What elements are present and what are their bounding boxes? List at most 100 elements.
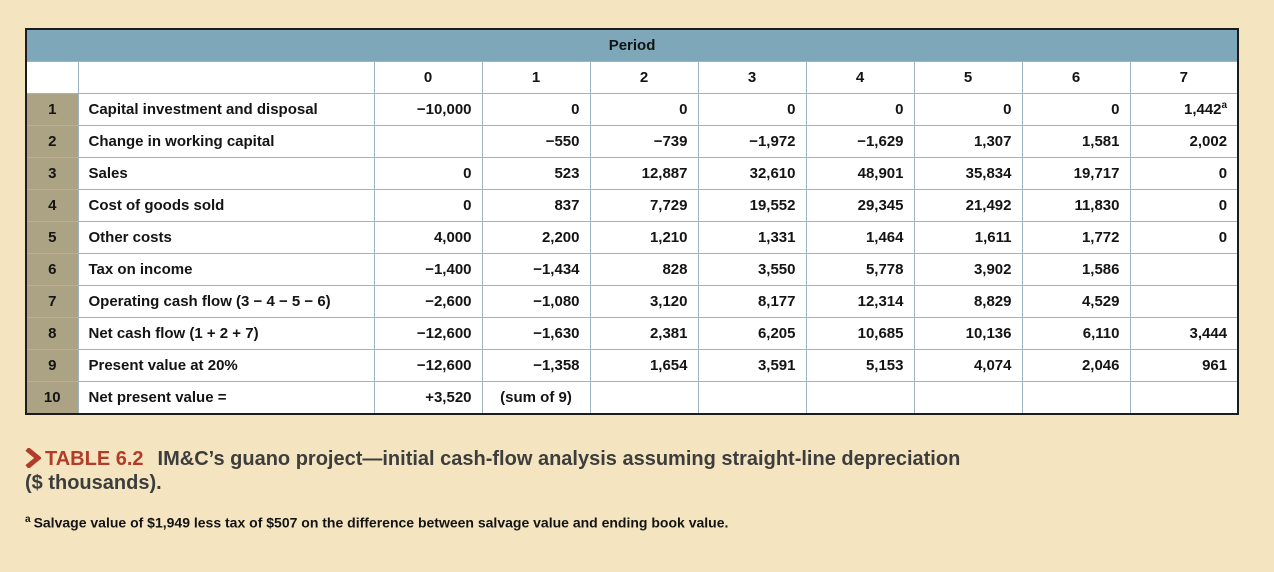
table-cell: 2,002	[1129, 125, 1239, 158]
table-cell: 0	[481, 93, 591, 126]
table-cell: 32,610	[697, 157, 807, 190]
table-cell: −12,600	[373, 349, 483, 382]
table-cell: 0	[1021, 93, 1131, 126]
row-label: Cost of goods sold	[77, 189, 375, 222]
table-row: 1 Capital investment and disposal −10,00…	[25, 93, 1239, 126]
table-cell: 2,046	[1021, 349, 1131, 382]
table-cell: −12,600	[373, 317, 483, 350]
footnote-marker: a	[25, 514, 31, 525]
row-label: Capital investment and disposal	[77, 93, 375, 126]
table-cell: 837	[481, 189, 591, 222]
table-cell: 5,153	[805, 349, 915, 382]
caption-line2: ($ thousands).	[25, 472, 162, 494]
table-cell: 961	[1129, 349, 1239, 382]
table-cell: 10,136	[913, 317, 1023, 350]
table-cell: 0	[373, 189, 483, 222]
table-cell: (sum of 9)	[481, 381, 591, 415]
column-header-row: 0 1 2 3 4 5 6 7	[25, 61, 1239, 94]
table-cell: 0	[589, 93, 699, 126]
table-cell: 35,834	[913, 157, 1023, 190]
table-cell	[805, 381, 915, 415]
row-number: 7	[25, 285, 79, 318]
table-cell: 6,110	[1021, 317, 1131, 350]
table-cell: −739	[589, 125, 699, 158]
table-cell: +3,520	[373, 381, 483, 415]
column-header: 5	[913, 61, 1023, 94]
table-cell: 8,177	[697, 285, 807, 318]
table-cell: 7,729	[589, 189, 699, 222]
table-cell: −1,400	[373, 253, 483, 286]
table-cell: 10,685	[805, 317, 915, 350]
table-cell: −2,600	[373, 285, 483, 318]
table-cell: 0	[805, 93, 915, 126]
table-cell: 0	[1129, 189, 1239, 222]
row-number: 2	[25, 125, 79, 158]
column-header: 7	[1129, 61, 1239, 94]
blank-header-cell	[25, 61, 79, 94]
table-cell: 3,444	[1129, 317, 1239, 350]
table-cell: 11,830	[1021, 189, 1131, 222]
table-cell: 1,331	[697, 221, 807, 254]
table-cell: 523	[481, 157, 591, 190]
row-label: Net present value =	[77, 381, 375, 415]
caption-text: IM&C’s guano project—initial cash-flow a…	[157, 448, 961, 470]
period-header-row: Period	[25, 28, 1239, 62]
table-row: 9 Present value at 20% −12,600 −1,358 1,…	[25, 349, 1239, 382]
caption-table-label: TABLE 6.2	[45, 448, 144, 470]
table-cell	[589, 381, 699, 415]
table-cell: 0	[913, 93, 1023, 126]
row-label: Tax on income	[77, 253, 375, 286]
table-cell: 0	[697, 93, 807, 126]
table-cell: −1,080	[481, 285, 591, 318]
table-cell: 4,529	[1021, 285, 1131, 318]
column-header: 2	[589, 61, 699, 94]
table-row: 8 Net cash flow (1 + 2 + 7) −12,600 −1,6…	[25, 317, 1239, 350]
table-cell: 0	[1129, 157, 1239, 190]
table-row: 6 Tax on income −1,400 −1,434 828 3,550 …	[25, 253, 1239, 286]
table-cell: 8,829	[913, 285, 1023, 318]
row-label: Sales	[77, 157, 375, 190]
table-cell: 2,381	[589, 317, 699, 350]
table-cell: 0	[1129, 221, 1239, 254]
table-cell: −1,434	[481, 253, 591, 286]
table-cell: 1,210	[589, 221, 699, 254]
row-number: 3	[25, 157, 79, 190]
table-row: 5 Other costs 4,000 2,200 1,210 1,331 1,…	[25, 221, 1239, 254]
row-number: 8	[25, 317, 79, 350]
table-cell: −1,630	[481, 317, 591, 350]
table-row: 2 Change in working capital −550 −739 −1…	[25, 125, 1239, 158]
table-caption: TABLE 6.2 IM&C’s guano project—initial ca…	[25, 446, 1239, 472]
row-number: 10	[25, 381, 79, 415]
table-cell: 2,200	[481, 221, 591, 254]
column-header: 0	[373, 61, 483, 94]
table-cell	[373, 125, 483, 158]
row-label: Other costs	[77, 221, 375, 254]
table-cell: 3,591	[697, 349, 807, 382]
table-cell: 4,074	[913, 349, 1023, 382]
table-cell: 3,550	[697, 253, 807, 286]
table-cell: 1,464	[805, 221, 915, 254]
table-cell: 21,492	[913, 189, 1023, 222]
period-header: Period	[25, 28, 1239, 62]
table-cell	[1129, 285, 1239, 318]
column-header: 1	[481, 61, 591, 94]
row-number: 4	[25, 189, 79, 222]
cashflow-table: Period 0 1 2 3 4 5 6 7 1 Capital investm…	[25, 28, 1240, 415]
table-cell: 1,581	[1021, 125, 1131, 158]
table-cell: 1,772	[1021, 221, 1131, 254]
footnote-marker: a	[1221, 100, 1228, 111]
table-cell: 48,901	[805, 157, 915, 190]
table-footnote: a Salvage value of $1,949 less tax of $50…	[25, 514, 1239, 531]
table-row: 7 Operating cash flow (3 − 4 − 5 − 6) −2…	[25, 285, 1239, 318]
column-header: 6	[1021, 61, 1131, 94]
row-number: 6	[25, 253, 79, 286]
table-cell: 4,000	[373, 221, 483, 254]
table-row: 4 Cost of goods sold 0 837 7,729 19,552 …	[25, 189, 1239, 222]
table-cell: 1,442a	[1129, 93, 1239, 126]
cell-value: 1,442	[1183, 101, 1222, 118]
table-cell	[913, 381, 1023, 415]
row-number: 9	[25, 349, 79, 382]
table-cell	[1129, 253, 1239, 286]
column-header: 4	[805, 61, 915, 94]
row-label: Net cash flow (1 + 2 + 7)	[77, 317, 375, 350]
